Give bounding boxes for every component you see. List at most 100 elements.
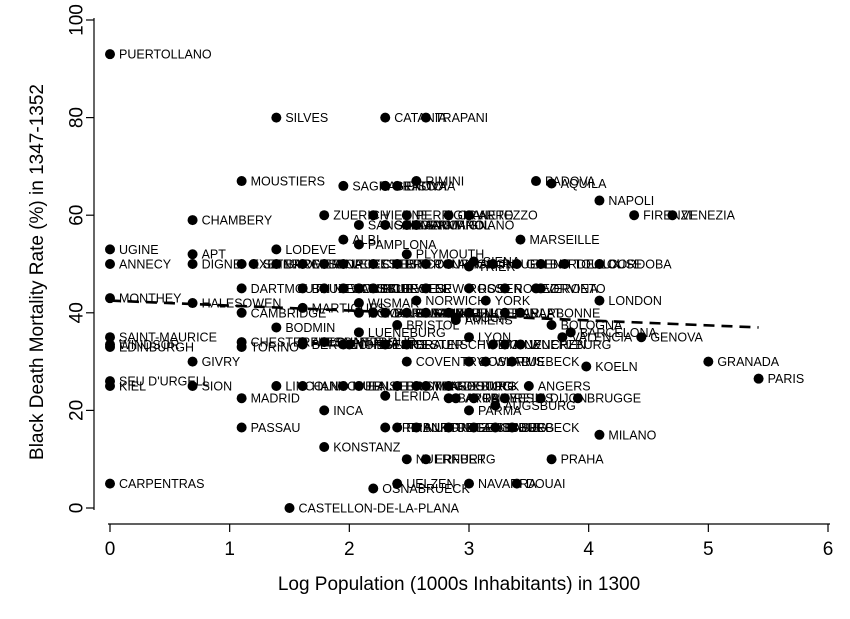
point-label: RODEZ (514, 282, 558, 296)
point-label: HALESOWEN (202, 297, 282, 311)
data-point (380, 180, 391, 191)
point-label: CHAMBERY (202, 214, 273, 228)
point-label: KOELN (595, 360, 637, 374)
data-point (703, 356, 714, 367)
point-label: LUCERNE (478, 306, 538, 320)
point-label: MAINZ (502, 338, 541, 352)
point-label: PADOVA (545, 175, 596, 189)
point-label: MAGDEBURG (435, 380, 517, 394)
y-axis-title: Black Death Mortality Rate (%) in 1347-1… (27, 84, 48, 460)
point-label: MOUSTIERS (251, 175, 325, 189)
data-point (105, 293, 115, 304)
point-label: SAINT-FLOUR (333, 336, 416, 350)
point-label: WINDSOR (119, 338, 179, 352)
point-label: LUCCA (465, 311, 508, 325)
data-point (187, 259, 198, 269)
data-point (480, 295, 491, 306)
data-point (380, 339, 391, 350)
point-label: TOURNAI (435, 258, 491, 272)
y-tick-label: 0 (67, 503, 88, 514)
data-point (468, 422, 479, 433)
data-point (535, 259, 546, 269)
data-point (507, 422, 518, 433)
point-label: BREMEN (406, 380, 459, 394)
point-label: BRAUNSCHWEIG (416, 338, 519, 352)
data-point (319, 337, 330, 348)
point-label: KIEL (119, 380, 146, 394)
data-point (594, 259, 605, 269)
point-label: ROSEN (478, 282, 522, 296)
point-label: BORDEAUX (394, 306, 465, 320)
x-tick-label: 3 (464, 539, 475, 560)
point-label: WINCHESTER (368, 282, 452, 296)
x-tick-label: 1 (224, 539, 235, 560)
point-labels: BARCELONAESSENWORCESTERLEICESTERCHESTERL… (119, 48, 804, 516)
data-point (443, 393, 454, 404)
point-label: AQUILA (561, 177, 608, 191)
point-label: LUEBECK (521, 355, 580, 369)
data-point (636, 332, 647, 343)
data-point (284, 503, 295, 513)
point-label: YORK (495, 294, 531, 308)
data-point (629, 210, 640, 221)
data-point (353, 219, 364, 230)
point-label: GENOVA (650, 331, 703, 345)
data-point (187, 215, 198, 226)
data-point (487, 339, 498, 350)
point-label: WORMS (495, 355, 544, 369)
data-point (420, 381, 431, 391)
data-points (105, 49, 764, 513)
data-point (319, 210, 330, 221)
point-label: MONTPELLIER (435, 306, 523, 320)
data-point (594, 195, 605, 206)
data-point (515, 234, 526, 245)
point-label: TORINO (251, 340, 300, 354)
point-label: NUERNBERG (416, 453, 496, 467)
point-label: MUENCHEN (514, 338, 586, 352)
point-label: CHESTER (358, 338, 418, 352)
point-label: INCA (333, 404, 364, 418)
data-point (353, 283, 364, 294)
point-label: PERPIGNAN (416, 209, 490, 223)
data-point (450, 312, 461, 323)
point-label: VIENNE (382, 209, 429, 223)
point-label: GHENT (526, 258, 570, 272)
point-label: ANGERS (538, 380, 591, 394)
data-point (105, 478, 115, 489)
data-point (105, 381, 115, 391)
data-point (319, 442, 330, 452)
data-point (297, 259, 308, 269)
point-label: STRASBOURG (425, 380, 513, 394)
data-point (380, 422, 391, 433)
point-label: SION (202, 380, 233, 394)
point-label: TRAPANI (435, 111, 488, 125)
data-point (105, 341, 115, 352)
data-point (271, 112, 282, 123)
data-point (401, 219, 412, 230)
data-point (443, 307, 454, 318)
point-label: BARCELONA (580, 326, 658, 340)
point-label: PASSAU (251, 421, 301, 435)
data-point (420, 454, 431, 465)
data-point (392, 259, 403, 269)
data-point (464, 283, 474, 294)
data-point (380, 219, 391, 230)
point-label: ARRAS (465, 392, 508, 406)
data-point (753, 373, 764, 384)
point-label: BODMIN (285, 321, 335, 335)
point-label: CARPENTRAS (119, 477, 204, 491)
data-point (499, 307, 510, 318)
data-point (187, 356, 198, 367)
point-label: BOLOGNA (561, 319, 623, 333)
point-label: MADRID (251, 392, 300, 406)
point-label: ANNECY (119, 258, 172, 272)
data-point (511, 259, 522, 269)
data-point (546, 454, 557, 465)
data-point (236, 259, 247, 269)
point-label: AUGSBURG (504, 399, 576, 413)
point-label: SANGIMIGNANO (416, 218, 515, 232)
x-tick-label: 2 (344, 539, 355, 560)
y-tick-label: 40 (67, 302, 88, 323)
x-tick-label: 5 (703, 539, 714, 560)
point-label: AUGSBURG (483, 421, 555, 435)
